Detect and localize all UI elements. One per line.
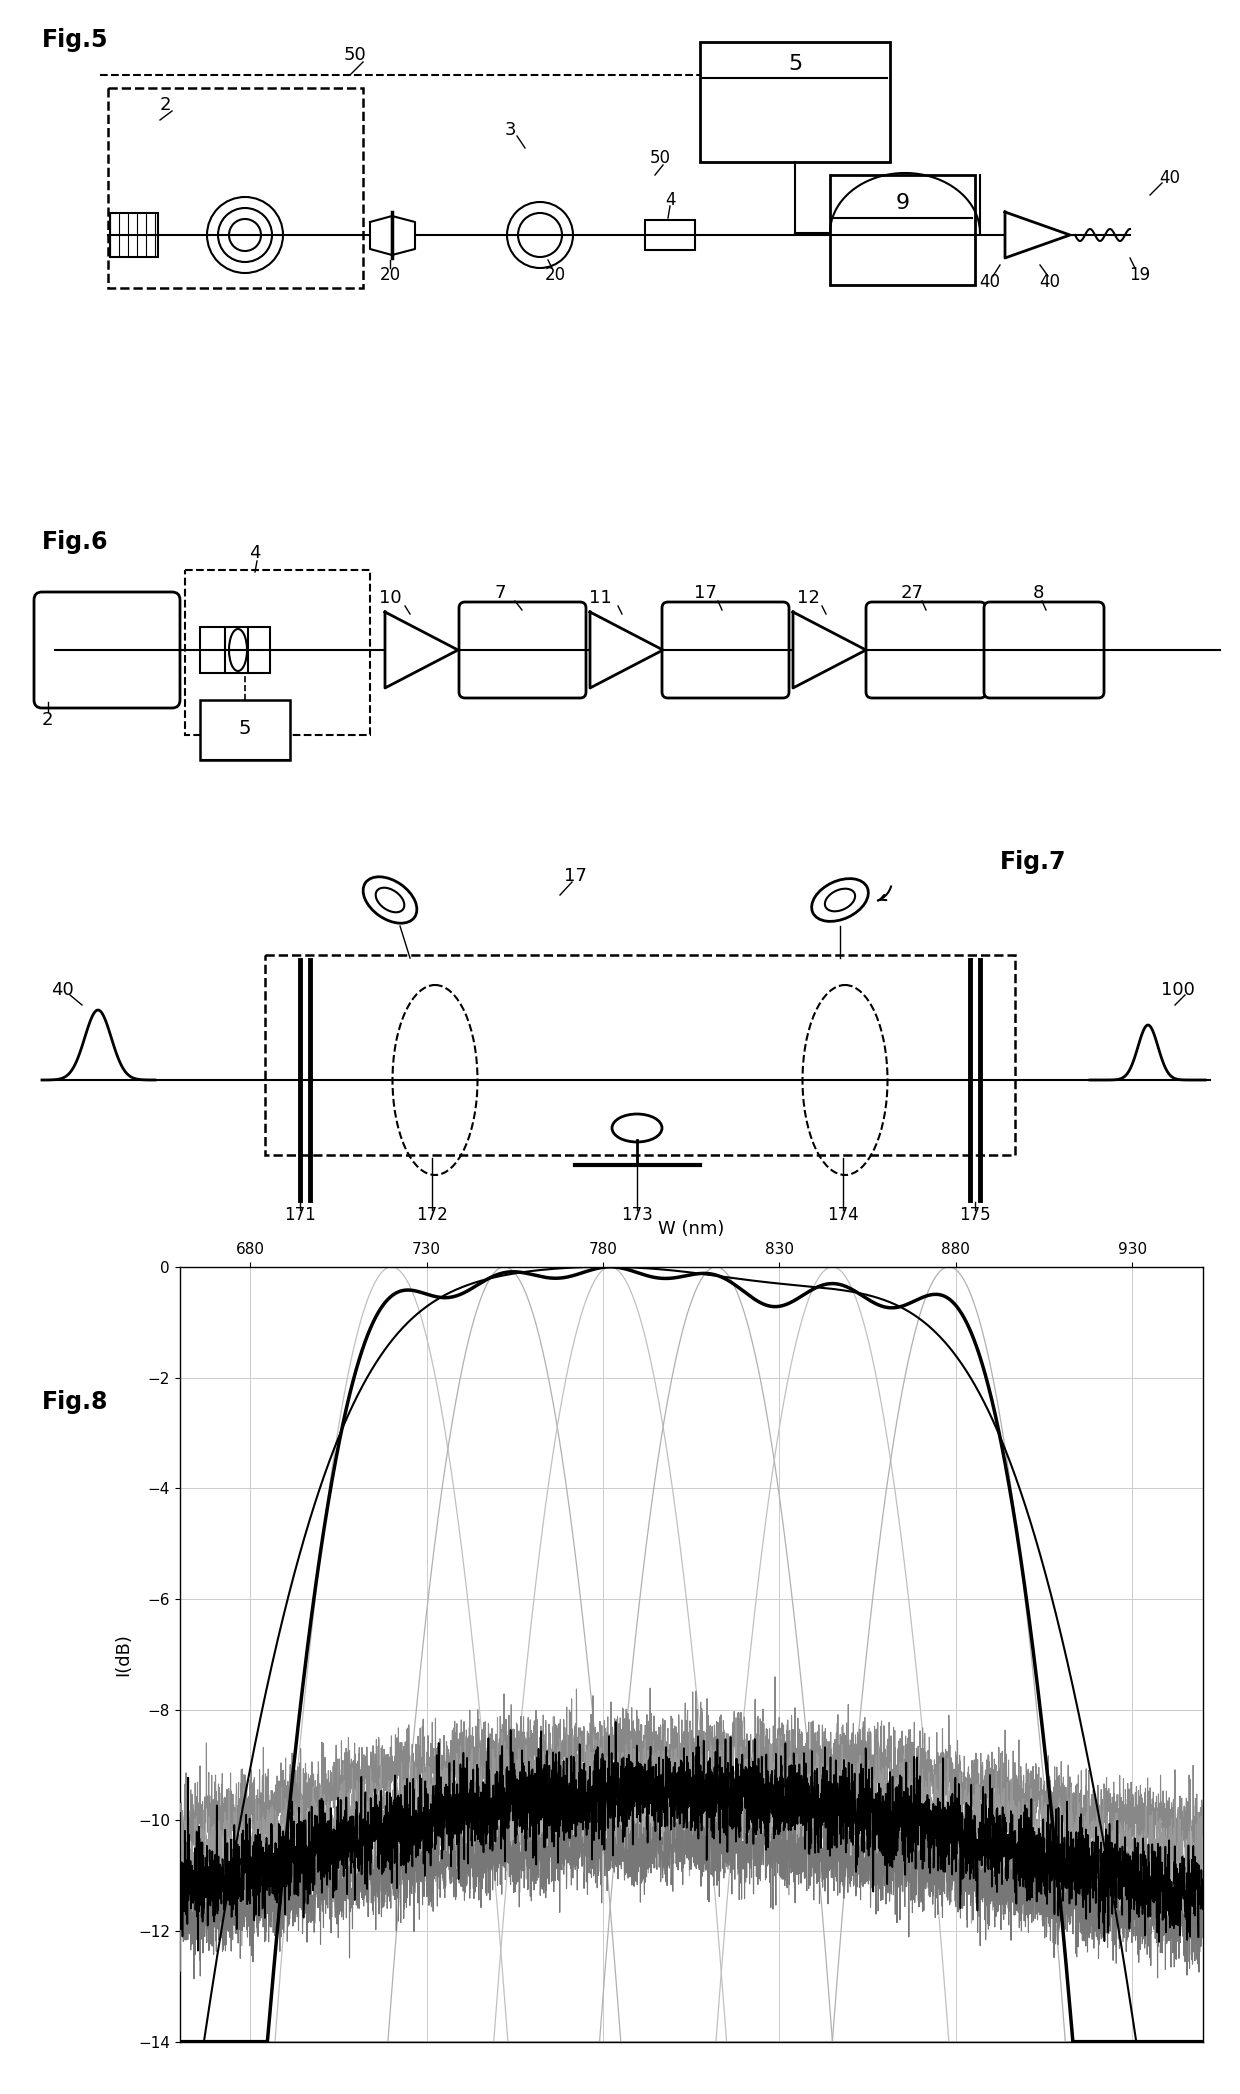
Text: 50: 50 xyxy=(650,149,671,168)
Text: 8: 8 xyxy=(1033,584,1044,601)
Text: 100: 100 xyxy=(1161,980,1195,999)
Text: 174: 174 xyxy=(827,1206,859,1225)
Text: 172: 172 xyxy=(417,1206,448,1225)
Bar xyxy=(645,220,694,249)
Text: 10: 10 xyxy=(378,588,402,607)
FancyBboxPatch shape xyxy=(459,601,587,697)
Bar xyxy=(108,88,363,289)
Text: 11: 11 xyxy=(589,588,611,607)
Text: 2: 2 xyxy=(42,712,53,729)
Text: 3: 3 xyxy=(505,121,516,138)
Polygon shape xyxy=(392,216,415,255)
FancyBboxPatch shape xyxy=(33,593,180,708)
Text: 2: 2 xyxy=(159,96,171,113)
FancyBboxPatch shape xyxy=(866,601,986,697)
Text: 19: 19 xyxy=(1130,266,1151,285)
Text: 40: 40 xyxy=(51,980,73,999)
Text: 12: 12 xyxy=(796,588,820,607)
Bar xyxy=(110,214,157,258)
Text: Fig.6: Fig.6 xyxy=(42,530,109,555)
Text: 20: 20 xyxy=(544,266,565,285)
Text: 40: 40 xyxy=(980,272,1001,291)
Text: 175: 175 xyxy=(960,1206,991,1225)
Text: 50: 50 xyxy=(343,46,366,65)
Polygon shape xyxy=(590,611,663,689)
Polygon shape xyxy=(794,611,866,689)
Bar xyxy=(265,955,1016,1156)
Text: 9: 9 xyxy=(897,193,910,214)
Text: 20: 20 xyxy=(379,266,401,285)
FancyBboxPatch shape xyxy=(662,601,789,697)
Text: 7: 7 xyxy=(495,584,506,601)
FancyBboxPatch shape xyxy=(985,601,1104,697)
Bar xyxy=(200,626,270,672)
Text: 17: 17 xyxy=(693,584,717,601)
Text: 17: 17 xyxy=(563,867,587,886)
Text: 27: 27 xyxy=(900,584,924,601)
Text: Fig.7: Fig.7 xyxy=(999,850,1066,873)
Polygon shape xyxy=(384,611,458,689)
Text: 173: 173 xyxy=(621,1206,653,1225)
Text: 5: 5 xyxy=(239,718,252,737)
Text: Fig.5: Fig.5 xyxy=(42,27,109,52)
Bar xyxy=(701,42,890,161)
Text: 4: 4 xyxy=(249,544,260,561)
Bar xyxy=(830,176,975,285)
Text: 5: 5 xyxy=(787,54,802,73)
Text: 171: 171 xyxy=(284,1206,316,1225)
Polygon shape xyxy=(370,216,392,255)
Bar xyxy=(200,699,290,760)
Y-axis label: I(dB): I(dB) xyxy=(114,1633,133,1675)
Text: 4: 4 xyxy=(665,191,676,209)
Text: 40: 40 xyxy=(1159,170,1180,186)
Bar xyxy=(185,570,370,735)
Polygon shape xyxy=(1004,211,1070,258)
Text: 40: 40 xyxy=(1039,272,1060,291)
Text: Fig.8: Fig.8 xyxy=(42,1390,109,1413)
X-axis label: W (nm): W (nm) xyxy=(658,1221,724,1238)
